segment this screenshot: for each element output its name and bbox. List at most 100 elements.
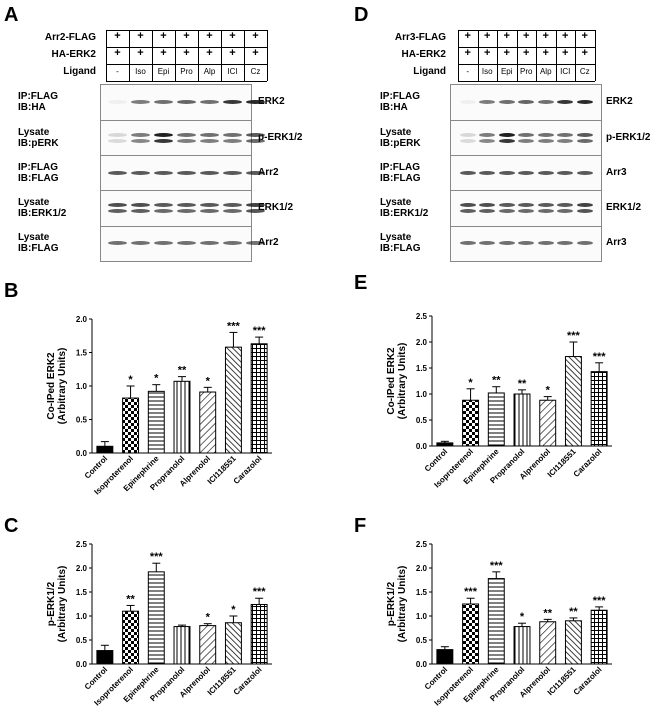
blot-band <box>176 209 197 213</box>
y-axis-label: Co-IPed ERK2 <box>386 347 397 415</box>
blot-band <box>222 138 243 143</box>
blot-band <box>459 138 476 143</box>
blot-band <box>153 132 174 137</box>
bar <box>224 346 242 454</box>
blot-band <box>199 138 220 143</box>
header-grid-line <box>536 30 537 81</box>
significance-marker: * <box>231 604 236 616</box>
header-grid-line <box>516 30 518 81</box>
blot-band <box>557 203 574 207</box>
bar <box>122 397 140 454</box>
y-tick-label: 2.5 <box>76 540 88 549</box>
y-tick-label: 0.5 <box>76 416 88 425</box>
blot-band-label: ERK1/2 <box>258 202 294 213</box>
y-tick-label: 0.5 <box>76 636 88 645</box>
blot-band <box>518 138 535 143</box>
header-grid-line <box>198 30 199 81</box>
header-label: HA-ERK2 <box>401 49 446 60</box>
header-grid-line <box>244 30 245 81</box>
panel-label-f: F <box>354 515 367 537</box>
blot-band <box>537 138 554 143</box>
header-grid-line <box>458 30 595 31</box>
y-tick-label: 0.0 <box>416 660 428 669</box>
blot-band <box>459 132 476 137</box>
blot-band <box>459 241 476 245</box>
header-cell: Cz <box>579 67 590 76</box>
y-axis-label: Co-IPed ERK2 <box>46 352 57 420</box>
blot-band <box>222 241 243 245</box>
bar <box>436 649 454 665</box>
blot-band <box>245 241 266 245</box>
blot-band <box>199 241 220 245</box>
western-blot-figure-arr3: Arr3-FLAG + + + + + + + HA-ERK2 + + + + + + + Ligand - Iso… <box>350 0 662 270</box>
bar <box>224 622 242 665</box>
header-grid-line <box>477 30 479 81</box>
header-cell: Pro <box>520 67 533 76</box>
significance-marker: * <box>154 373 159 385</box>
bar <box>487 392 505 447</box>
header-cell: + <box>114 47 121 59</box>
blot-band-label: ERK1/2 <box>606 202 642 213</box>
y-axis-label: (Arbitrary Units) <box>57 566 68 643</box>
y-tick-label: 2.0 <box>416 338 428 347</box>
category-label: Carazolol <box>232 665 264 697</box>
bar <box>147 390 165 454</box>
blot-row-label: Lysate IB:ERK1/2 <box>18 197 67 219</box>
blot-row-label: Lysate IB:FLAG <box>18 232 59 254</box>
blot-band <box>537 132 554 137</box>
blot-band <box>537 209 554 213</box>
bar <box>564 620 582 665</box>
blot-band <box>498 138 515 143</box>
y-tick-label: 0.0 <box>76 660 88 669</box>
blot-band <box>107 209 128 213</box>
header-grid-line <box>594 30 596 81</box>
header-cell: + <box>562 30 569 42</box>
significance-marker: *** <box>227 320 241 332</box>
y-tick-label: 0.0 <box>76 449 88 458</box>
header-grid-line <box>555 30 557 81</box>
bar-chart-co-iped-erk2-arr2: 0.0 0.5 1.0 1.5 2.0 Co-IPed ERK2 (Arbitrary Un… <box>46 315 272 495</box>
header-cell: + <box>503 30 510 42</box>
blot-band <box>479 203 496 207</box>
significance-marker: *** <box>464 586 478 598</box>
header-label: Arr2-FLAG <box>44 32 96 43</box>
y-axis-label: (Arbitrary Units) <box>57 348 68 425</box>
bar <box>564 356 582 447</box>
panel-label-b: B <box>4 280 19 302</box>
category-label: Carazolol <box>232 454 264 486</box>
blot-band <box>498 132 515 137</box>
y-tick-label: 1.5 <box>416 588 428 597</box>
blot-band <box>222 209 243 213</box>
significance-marker: * <box>468 377 473 389</box>
blot-band <box>518 209 535 213</box>
blot-row-label: IP:FLAG IB:FLAG <box>380 161 421 184</box>
blot-band <box>557 241 574 245</box>
blot-band-label: Arr2 <box>258 237 279 248</box>
blot-band <box>107 170 128 175</box>
bar <box>96 650 114 665</box>
y-tick-label: 0.5 <box>416 416 428 425</box>
blot-band <box>479 241 496 245</box>
header-cell: Alp <box>203 67 216 76</box>
significance-marker: *** <box>253 325 267 337</box>
blot-band <box>557 100 574 104</box>
y-axis-label: p-ERK1/2 <box>386 581 397 626</box>
header-cell: Epi <box>157 67 170 76</box>
category-label: Carazolol <box>572 447 604 479</box>
header-cell: Epi <box>500 67 513 76</box>
significance-marker: * <box>206 612 211 624</box>
blot-band-label: Arr3 <box>606 237 627 248</box>
header-grid-line <box>106 81 267 82</box>
blot-band <box>518 241 535 245</box>
panel-label-c: C <box>4 515 19 537</box>
header-cell: Iso <box>481 67 493 76</box>
header-grid-line <box>106 47 267 48</box>
blot-row-label: Lysate IB:pERK <box>18 126 59 149</box>
blot-band <box>245 203 266 207</box>
significance-marker: ** <box>518 378 527 390</box>
y-tick-label: 1.0 <box>76 612 88 621</box>
bar-chart-perk-arr3: 0.0 0.5 1.0 1.5 2.0 2.5 p-ERK1/2 (Arbitrary Uni… <box>386 540 612 708</box>
blot-band-label: Arr2 <box>258 166 279 178</box>
blot-band-label: p-ERK1/2 <box>606 131 651 143</box>
bar <box>539 621 557 665</box>
